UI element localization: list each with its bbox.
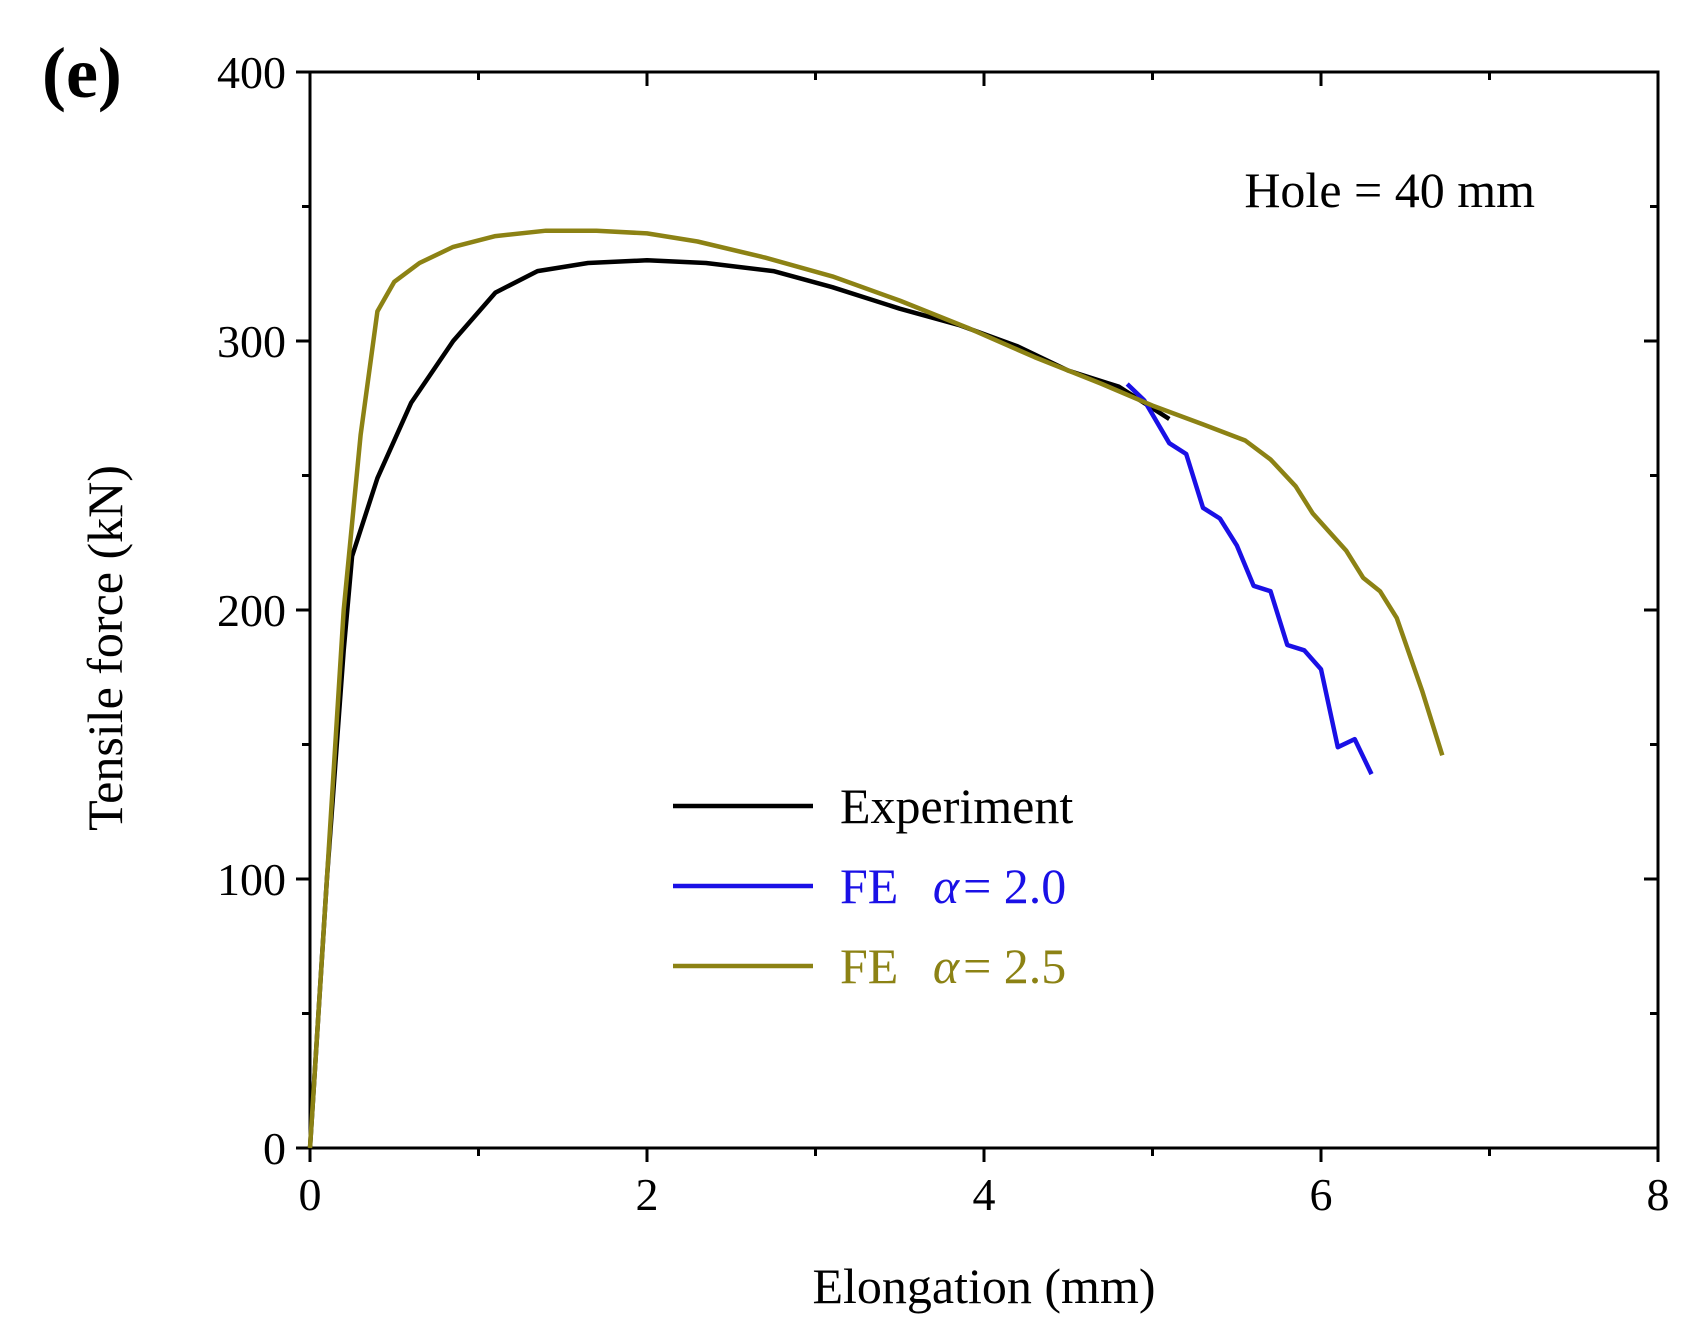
y-tick-label: 400 — [217, 47, 286, 98]
y-tick-label: 0 — [263, 1123, 286, 1174]
x-tick-label: 2 — [636, 1169, 659, 1220]
series-line-1 — [1125, 382, 1374, 776]
x-tick-label: 4 — [973, 1169, 996, 1220]
panel-label: (e) — [42, 33, 122, 113]
x-axis-title: Elongation (mm) — [813, 1258, 1156, 1314]
legend: Experiment FE α= 2.0 FE α= 2.5 — [673, 778, 1073, 994]
y-tick-label: 200 — [217, 585, 286, 636]
y-tick-label: 100 — [217, 854, 286, 905]
series-lines — [307, 228, 1445, 1149]
x-tick-label: 6 — [1310, 1169, 1333, 1220]
x-tick-label: 8 — [1647, 1169, 1670, 1220]
y-axis-title: Tensile force (kN) — [77, 465, 133, 831]
y-tick-label: 300 — [217, 316, 286, 367]
legend-label: FE α= 2.0 — [840, 858, 1066, 914]
axis-ticks: 0 2 4 6 8 0 100 200 300 400 — [217, 47, 1670, 1220]
legend-label: FE α= 2.5 — [840, 938, 1066, 994]
hole-size-annotation: Hole = 40 mm — [1244, 162, 1535, 218]
series-line-0 — [307, 258, 1171, 1149]
series-line-2 — [307, 228, 1445, 1149]
legend-label: Experiment — [840, 778, 1073, 834]
x-tick-label: 0 — [299, 1169, 322, 1220]
